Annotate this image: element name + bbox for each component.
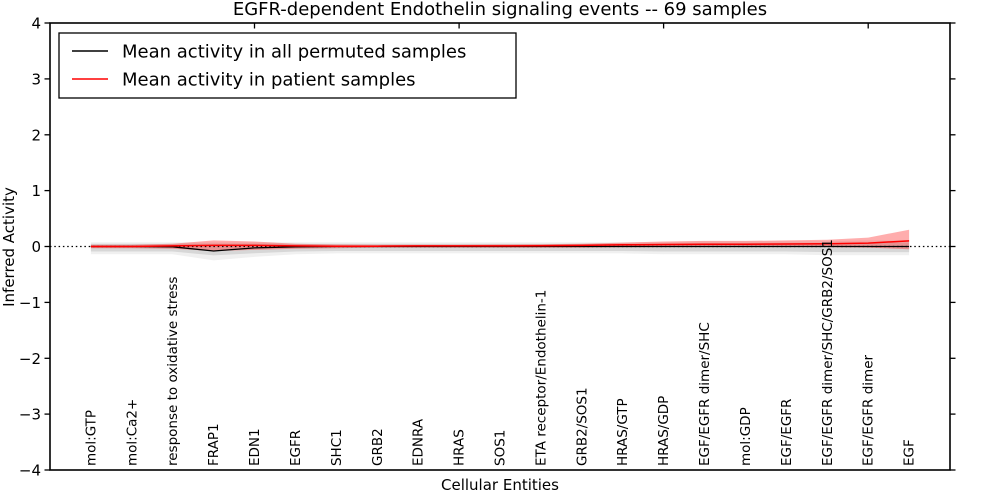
y-axis-label: Inferred Activity <box>0 187 18 307</box>
x-tick-label: mol:GDP <box>738 407 754 466</box>
patient-mean-line <box>90 240 910 248</box>
x-tick-label: EGF/EGFR <box>779 399 795 466</box>
chart-title: EGFR-dependent Endothelin signaling even… <box>233 0 767 20</box>
x-tick-label: EDNRA <box>411 418 427 466</box>
x-tick-label: FRAP1 <box>206 423 222 466</box>
x-tick-label: SOS1 <box>493 430 509 466</box>
legend-label-permuted: Mean activity in all permuted samples <box>122 42 466 63</box>
y-tick-label: −1 <box>19 294 41 312</box>
x-tick-label: EGF <box>902 439 918 466</box>
y-tick-label: 4 <box>31 15 41 33</box>
legend-label-patient: Mean activity in patient samples <box>122 70 416 91</box>
x-axis-label: Cellular Entities <box>441 476 559 494</box>
x-tick-label: ETA receptor/Endothelin-1 <box>533 290 549 466</box>
x-tick-label: EGF/EGFR dimer/SHC/GRB2/SOS1 <box>820 239 836 466</box>
x-tick-label: GRB2/SOS1 <box>574 387 590 466</box>
x-tick-label: HRAS/GDP <box>656 396 672 466</box>
x-tick-label: mol:GTP <box>83 410 99 466</box>
legend: Mean activity in all permuted samples Me… <box>58 32 517 99</box>
y-tick-label: 2 <box>31 126 41 144</box>
y-tick-label: 0 <box>31 238 41 256</box>
y-tick-label: −2 <box>19 350 41 368</box>
legend-box <box>58 32 517 99</box>
x-tick-label: GRB2 <box>370 428 386 466</box>
x-tick-label: EGFR <box>288 430 304 466</box>
x-tick-label: response to oxidative stress <box>165 277 181 466</box>
x-tick-label: EGF/EGFR dimer <box>861 354 877 466</box>
y-tick-label: 1 <box>31 182 41 200</box>
x-tick-label: SHC1 <box>329 429 345 466</box>
y-tick-label: 3 <box>31 70 41 88</box>
y-tick-label: −3 <box>19 406 41 424</box>
x-tick-label: EGF/EGFR dimer/SHC <box>697 322 713 466</box>
x-tick-label: HRAS <box>452 429 468 466</box>
plot-area: 4 3 2 1 0 −1 −2 −3 −4 mol:GTP mol:Ca2+ response to … <box>19 15 956 480</box>
x-tick-label: EDN1 <box>247 428 263 466</box>
x-tick-label: mol:Ca2+ <box>124 399 140 466</box>
y-tick-label: −4 <box>19 462 41 480</box>
x-tick-label: HRAS/GTP <box>615 398 631 466</box>
